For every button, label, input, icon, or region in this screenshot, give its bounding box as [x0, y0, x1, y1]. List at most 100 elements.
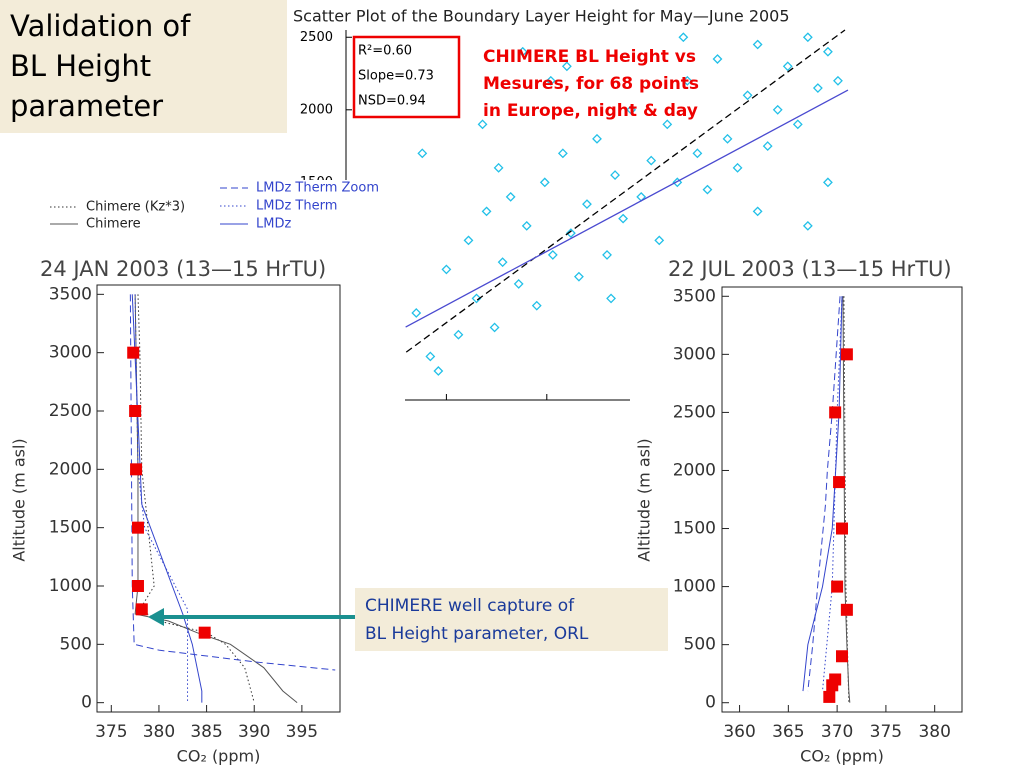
x-tick-label: 390: [238, 722, 270, 742]
scatter-point: [823, 177, 833, 188]
y-tick-label: 1500: [673, 519, 716, 539]
y-tick-label: 3500: [49, 284, 92, 304]
scatter-point: [417, 148, 428, 159]
y-tick-label: 2000: [300, 102, 333, 117]
scatter-point: [411, 308, 422, 318]
y-tick-label: 2000: [49, 459, 92, 479]
chart-title: Scatter Plot of the Boundary Layer Heigh…: [293, 7, 790, 26]
slide-title: parameter: [10, 89, 163, 123]
line-series: [405, 29, 846, 353]
scatter-point: [772, 104, 783, 115]
scatter-point: [453, 329, 464, 340]
slide-title: BL Height: [10, 49, 151, 83]
scatter-point: [742, 90, 753, 101]
y-tick-label: 3000: [673, 344, 716, 364]
observation: [130, 463, 143, 476]
annotation: Mesures, for 68 points: [483, 74, 699, 94]
scatter-point: [722, 133, 733, 144]
scatter-point: [477, 119, 488, 130]
scatter-point: [802, 32, 813, 43]
x-tick-label: 395: [286, 722, 318, 742]
scatter-point: [732, 162, 743, 173]
observation: [135, 603, 148, 616]
legend-label: Chimere (Kz*3): [86, 200, 185, 215]
scatter-point: [618, 213, 629, 224]
scatter-point: [565, 228, 576, 239]
callout-box: [355, 588, 668, 651]
scatter-point: [513, 279, 524, 289]
y-tick-label: 2500: [49, 401, 92, 421]
scatter-point: [425, 351, 436, 362]
y-tick-label: 500: [60, 634, 92, 654]
y-tick-label: 3500: [673, 286, 716, 306]
observation: [836, 650, 848, 663]
scatter-point: [574, 271, 584, 282]
scatter-point: [521, 220, 532, 231]
observation: [826, 679, 839, 692]
scatter-point: [610, 170, 620, 181]
scatter-point: [762, 141, 773, 151]
title-box: [0, 0, 287, 133]
observation: [198, 626, 211, 639]
y-tick-label: 1000: [49, 576, 92, 596]
scatter-point: [752, 206, 763, 217]
scatter-point: [471, 293, 482, 304]
observation: [131, 521, 144, 534]
callout-text: BL Height parameter, ORL: [365, 624, 589, 644]
scatter-point: [823, 46, 833, 57]
scatter-point: [646, 155, 657, 166]
scatter-point: [602, 249, 612, 260]
line-series: [802, 296, 843, 692]
scatter-point: [678, 32, 689, 43]
stats-text: Slope=0.73: [358, 69, 434, 84]
scatter-point: [792, 119, 803, 130]
scatter-point: [531, 300, 542, 311]
y-tick-label: 0: [81, 693, 92, 713]
y-tick-label: 3000: [49, 343, 92, 363]
scatter-point: [812, 83, 823, 93]
y-tick-label: 1000: [673, 577, 716, 597]
line-series: [137, 294, 255, 703]
observation: [127, 346, 140, 359]
scatter-point: [505, 191, 516, 202]
annotation: CHIMERE BL Height vs: [483, 47, 696, 67]
legend-label: LMDz Therm: [256, 199, 337, 214]
observation: [840, 348, 853, 361]
legend-label: Chimere: [86, 217, 141, 232]
y-tick-label: 1500: [49, 518, 92, 538]
stats-text: NSD=0.94: [358, 94, 426, 109]
scatter-point: [481, 206, 492, 217]
scatter-point: [833, 75, 843, 86]
y-tick-label: 500: [684, 635, 716, 655]
slide-title: Validation of: [10, 9, 191, 43]
scatter-point: [433, 366, 444, 376]
scatter-point: [441, 264, 452, 275]
scatter-point: [654, 235, 665, 246]
y-tick-label: 2000: [673, 460, 716, 480]
observation: [833, 476, 846, 489]
observation: [129, 405, 142, 417]
x-axis-label: CO₂ (ppm): [177, 747, 261, 766]
x-tick-label: 385: [190, 722, 222, 742]
scatter-point: [662, 119, 673, 130]
scatter-point: [489, 322, 500, 333]
scatter-point: [547, 249, 558, 260]
legend-label: LMDz: [256, 217, 291, 232]
scatter-point: [557, 148, 568, 159]
x-tick-label: 375: [95, 722, 127, 742]
scatter-point: [545, 75, 556, 86]
observation: [131, 580, 144, 592]
stats-box: [352, 35, 461, 119]
callout-text: CHIMERE well capture of: [365, 596, 575, 616]
scatter-point: [539, 177, 550, 188]
observation: [823, 690, 836, 703]
legend-label: LMDz Therm Zoom: [256, 181, 379, 196]
observation: [840, 603, 853, 616]
x-tick-label: 375: [870, 722, 902, 742]
x-tick-label: 370: [821, 722, 853, 742]
scatter-point: [692, 148, 703, 159]
observation: [836, 522, 848, 535]
overlay-layer: R²=0.60 Slope=0.73 NSD=0.94 CHIMERE BL Heig…: [10, 9, 699, 651]
x-tick-label: 380: [918, 722, 950, 742]
scatter-point: [672, 177, 683, 188]
